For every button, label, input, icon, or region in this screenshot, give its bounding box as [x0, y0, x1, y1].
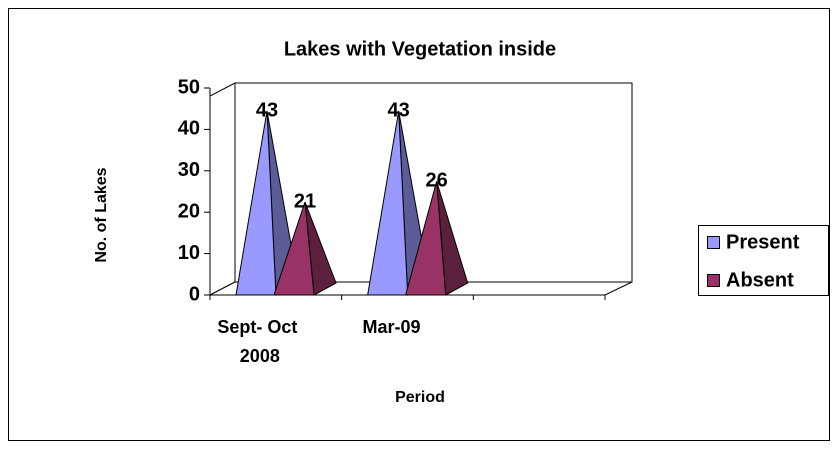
- data-label: 43: [388, 99, 410, 121]
- legend-swatch: [707, 274, 720, 287]
- y-tick-label: 30: [178, 159, 200, 181]
- pyramid-front: [367, 110, 409, 296]
- y-tick-label: 10: [178, 242, 200, 264]
- y-tick-label: 20: [178, 200, 200, 222]
- pyramid: [273, 201, 337, 296]
- chart-title: Lakes with Vegetation inside: [284, 38, 556, 60]
- legend-swatch: [707, 236, 720, 249]
- legend-label: Present: [726, 231, 800, 253]
- pyramid-front: [235, 110, 277, 296]
- x-axis-title: Period: [395, 389, 445, 406]
- y-tick-label: 50: [178, 76, 200, 98]
- y-axis-title: No. of Lakes: [93, 167, 110, 262]
- pyramid-front: [405, 181, 447, 296]
- pyramid-front: [273, 201, 315, 296]
- y-tick-label: 0: [189, 283, 200, 305]
- y-tick-label: 40: [178, 118, 200, 140]
- x-tick-label: Mar-09: [362, 317, 420, 337]
- side-wall: [209, 82, 236, 296]
- pyramid: [405, 181, 469, 296]
- data-label: 43: [256, 99, 278, 121]
- x-tick-label: Sept- Oct 2008: [217, 317, 302, 366]
- legend-label: Absent: [726, 269, 794, 291]
- legend-box: [698, 225, 829, 296]
- data-label: 26: [426, 170, 448, 192]
- data-label: 21: [294, 190, 316, 212]
